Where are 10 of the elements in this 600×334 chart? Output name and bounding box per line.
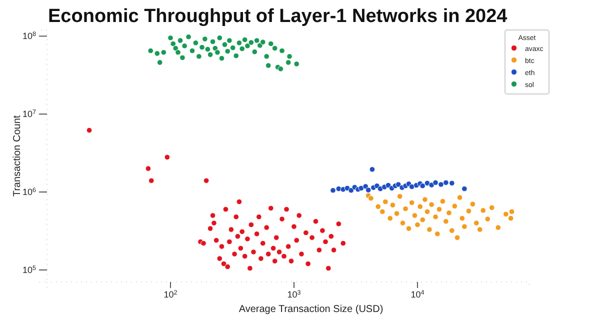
x-axis-title: Average Transaction Size (USD) bbox=[238, 304, 384, 315]
x-tick-label: 10$^{2}$ bbox=[164, 288, 178, 300]
y-axis-title: Transaction Count bbox=[12, 115, 23, 197]
y-tick-label: 10$^{5}$ bbox=[22, 264, 36, 275]
y-tick-label: 10$^{6}$ bbox=[22, 186, 36, 197]
x-tick-label: 10$^{4}$ bbox=[410, 288, 425, 300]
y-tick-label: 10$^{8}$ bbox=[22, 30, 36, 42]
x-tick-label: 10$^{3}$ bbox=[287, 288, 302, 300]
chart-title: Economic Throughput of Layer-1 Networks in 2024 bbox=[48, 6, 508, 27]
y-tick-label: 10$^{7}$ bbox=[22, 108, 36, 119]
